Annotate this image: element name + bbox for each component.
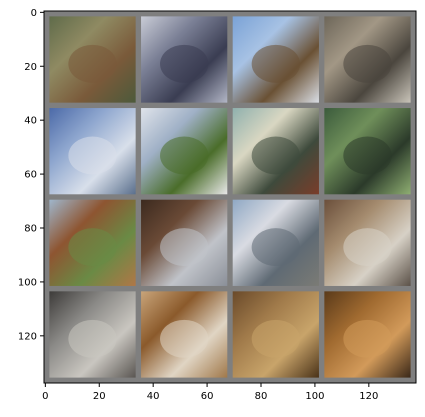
x-tick-label: 60 [201, 391, 214, 402]
tile-subject-shape [343, 228, 392, 267]
tile-subject-shape [160, 228, 209, 267]
x-tick-label: 20 [93, 391, 106, 402]
tile-subject-shape [343, 319, 392, 358]
y-tick-label: 80 [24, 224, 37, 235]
x-tick-label: 0 [42, 391, 48, 402]
x-tick-label: 40 [147, 391, 160, 402]
tile-subject-shape [251, 228, 300, 267]
tile-subject-shape [343, 136, 392, 175]
tile-subject-shape [160, 44, 209, 83]
x-tick-label: 120 [359, 391, 378, 402]
y-tick-label: 60 [24, 170, 37, 181]
x-tick-label: 80 [255, 391, 268, 402]
tile-subject-shape [68, 228, 117, 267]
tile-subject-shape [160, 136, 209, 175]
tile-subject-shape [68, 44, 117, 83]
image-tiles [49, 16, 411, 378]
tile-subject-shape [160, 319, 209, 358]
y-axis: 0 20 40 60 80 100 120 [18, 8, 44, 342]
y-tick-label: 40 [24, 116, 37, 127]
tile-subject-shape [251, 44, 300, 83]
tile-subject-shape [251, 319, 300, 358]
x-axis: 0 20 40 60 80 100 120 [42, 383, 378, 402]
axes-frame [43, 10, 417, 384]
y-tick-label: 120 [18, 331, 37, 342]
tile-subject-shape [68, 136, 117, 175]
x-tick-label: 100 [305, 391, 324, 402]
tile-subject-shape [343, 44, 392, 83]
y-tick-label: 0 [31, 8, 37, 19]
tile-subject-shape [251, 136, 300, 175]
y-tick-label: 20 [24, 62, 37, 73]
tile-subject-shape [68, 319, 117, 358]
y-tick-label: 100 [18, 277, 37, 288]
